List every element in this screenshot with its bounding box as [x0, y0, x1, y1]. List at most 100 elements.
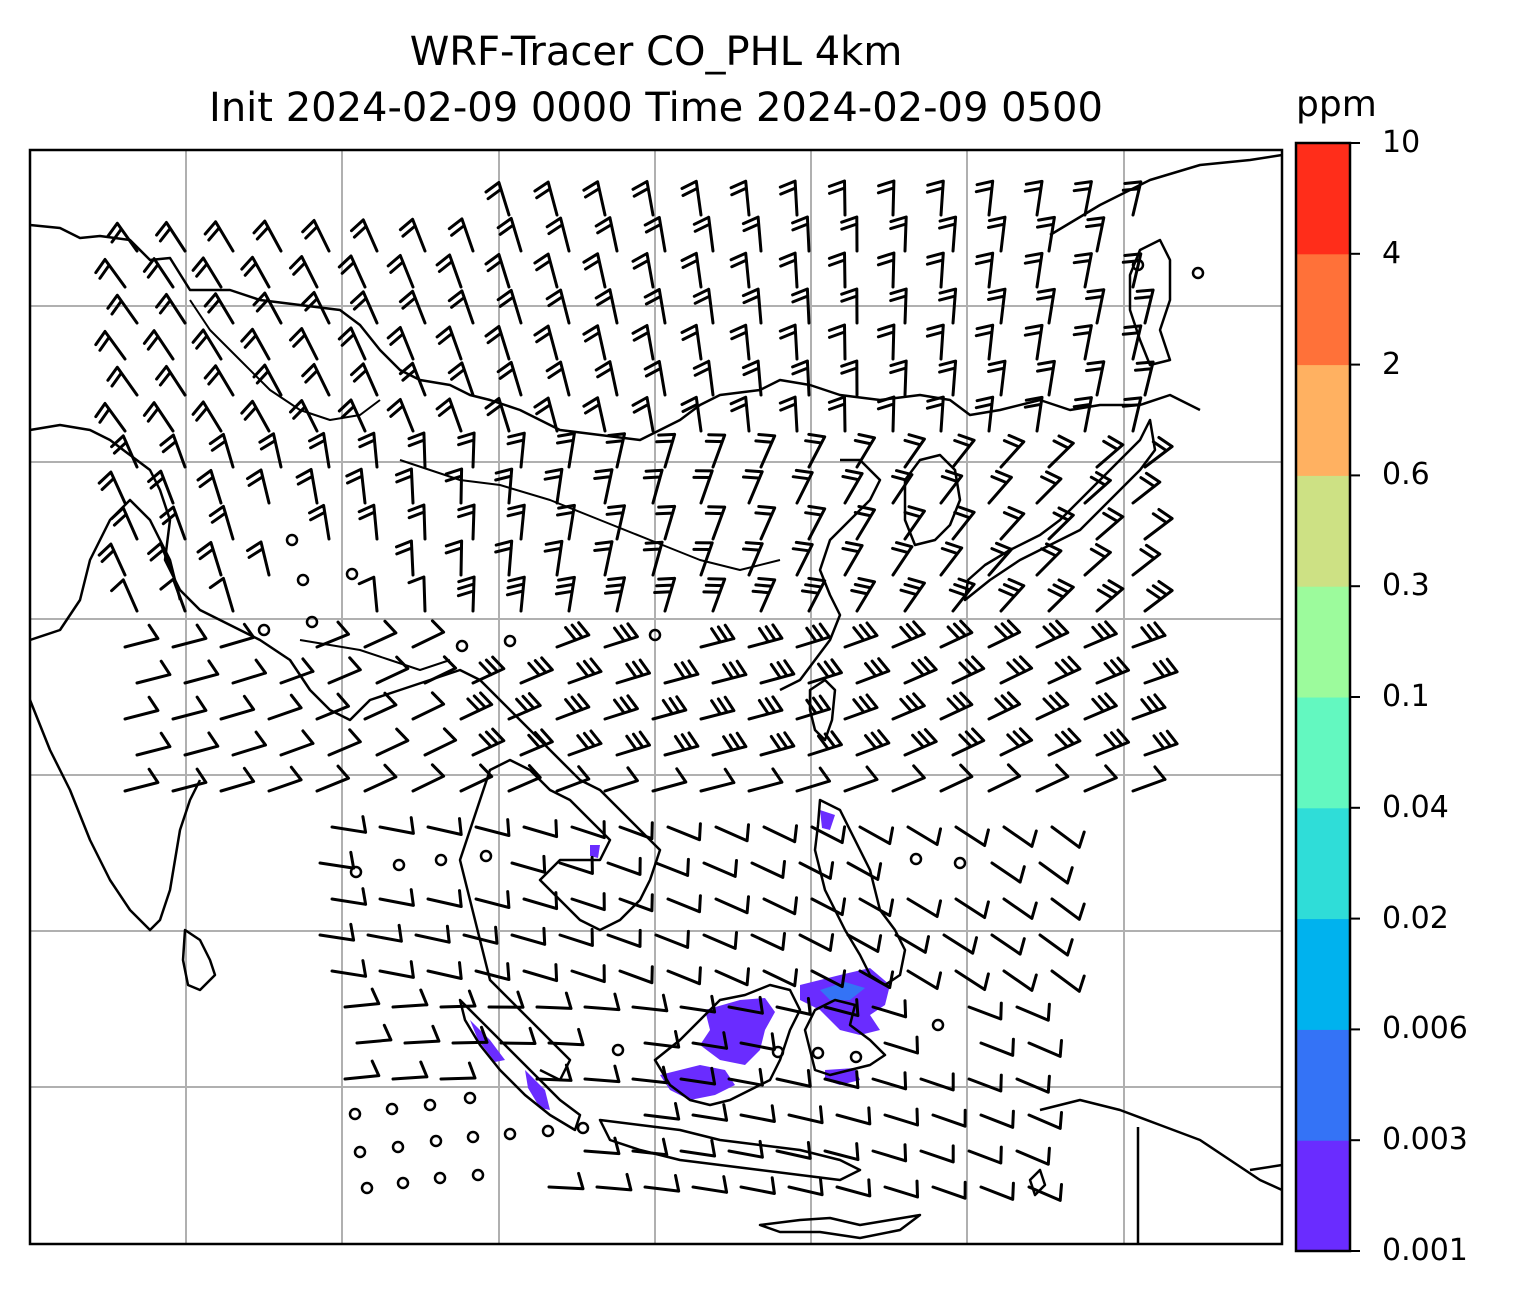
wind-barb: [567, 729, 603, 757]
wind-barb: [533, 252, 559, 289]
wind-barb: [570, 964, 606, 984]
wind-barb: [795, 766, 831, 793]
wind-barb: [810, 897, 847, 917]
wind-barb: [343, 1059, 381, 1081]
wind-barb: [593, 468, 614, 505]
wind-barb: [484, 397, 511, 433]
calm-wind-circle: [466, 1130, 480, 1144]
wind-barb: [653, 576, 677, 613]
wind-barb: [1143, 580, 1174, 613]
wind-barb: [456, 575, 476, 613]
wind-barb: [823, 1142, 860, 1162]
wind-barb: [252, 363, 283, 397]
wind-barb: [533, 180, 559, 217]
wind-barb: [444, 539, 464, 577]
wind-barb: [594, 360, 619, 397]
wind-barb: [835, 1106, 872, 1126]
wind-barb: [643, 1102, 681, 1121]
wind-barb: [1023, 251, 1044, 289]
wind-barb: [891, 764, 926, 793]
wind-barb: [987, 763, 1022, 793]
colorbar: [1294, 141, 1360, 1253]
wind-barb: [106, 365, 139, 397]
wind-barb: [337, 254, 367, 289]
wind-barb: [704, 505, 727, 541]
wind-barb: [742, 541, 764, 577]
wind-barb: [666, 894, 702, 914]
wind-barb: [1035, 619, 1070, 649]
wind-barb: [871, 1143, 908, 1163]
wind-barb: [474, 818, 511, 837]
wind-barb: [414, 924, 451, 944]
wind-barb: [1143, 729, 1179, 757]
colorbar-unit-label: ppm: [1296, 84, 1377, 125]
wind-barb: [1131, 693, 1167, 721]
wind-barb: [496, 216, 523, 253]
wind-barb: [692, 215, 715, 253]
wind-barb: [1023, 323, 1044, 361]
wind-barb: [315, 620, 350, 649]
wind-barb: [494, 467, 514, 505]
wind-barb: [267, 765, 303, 793]
wind-barb: [208, 432, 235, 469]
wind-barb: [680, 395, 703, 433]
calm-wind-circle: [285, 533, 299, 547]
wind-barb: [171, 695, 208, 721]
wind-barb: [357, 575, 379, 613]
wind-barb: [240, 399, 271, 433]
wind-barb: [570, 892, 606, 912]
wind-barb: [804, 432, 827, 469]
wind-barb: [279, 729, 315, 757]
wind-barb: [350, 362, 379, 397]
wind-barb: [1002, 969, 1038, 992]
colorbar-tick-label: 0.1: [1382, 679, 1430, 714]
wind-barb: [691, 1175, 729, 1194]
wind-barb: [925, 251, 945, 289]
wind-barb: [246, 540, 271, 577]
wind-barb: [759, 659, 796, 685]
wind-barb: [891, 541, 914, 577]
wind-barb: [1131, 765, 1167, 793]
calm-wind-circle: [345, 567, 359, 581]
wind-barb: [1121, 396, 1143, 433]
wind-barb: [691, 1103, 729, 1122]
wind-barb: [967, 1145, 1003, 1165]
wind-barb: [855, 729, 891, 757]
coastline-northern-asia: [29, 223, 1201, 442]
wind-barb: [484, 325, 511, 361]
wind-barb: [643, 288, 667, 325]
wind-barb: [987, 469, 1013, 505]
wind-barb: [208, 576, 235, 613]
wind-barb: [791, 540, 814, 577]
wind-barb: [1083, 764, 1118, 793]
wind-barb: [925, 179, 945, 217]
wind-barb: [330, 887, 368, 906]
wind-barb: [841, 541, 864, 577]
wind-barb: [938, 215, 958, 253]
wind-barb: [631, 252, 655, 289]
wind-barb: [522, 891, 559, 911]
wind-barb: [843, 621, 879, 649]
wind-barb: [699, 767, 736, 793]
wind-barb: [426, 889, 463, 908]
wind-barb: [135, 659, 172, 685]
wind-barb: [295, 468, 319, 505]
wind-barb: [545, 360, 571, 397]
wind-barb: [643, 360, 667, 397]
calm-wind-circle: [1131, 258, 1145, 272]
wind-barb: [979, 1037, 1015, 1057]
wind-barb: [496, 288, 523, 325]
wind-barb: [555, 765, 591, 793]
wind-barb: [615, 730, 651, 757]
wind-barb: [110, 506, 139, 541]
wind-barb: [919, 1144, 955, 1164]
wind-barb: [987, 619, 1022, 649]
wind-barb: [990, 933, 1026, 956]
wind-barb: [391, 1060, 429, 1081]
wind-barb: [903, 505, 926, 541]
wind-barb: [804, 504, 827, 541]
wind-barb: [447, 217, 475, 253]
wind-barb: [643, 1030, 681, 1049]
wind-barb: [942, 933, 978, 955]
wind-barb: [407, 431, 427, 469]
